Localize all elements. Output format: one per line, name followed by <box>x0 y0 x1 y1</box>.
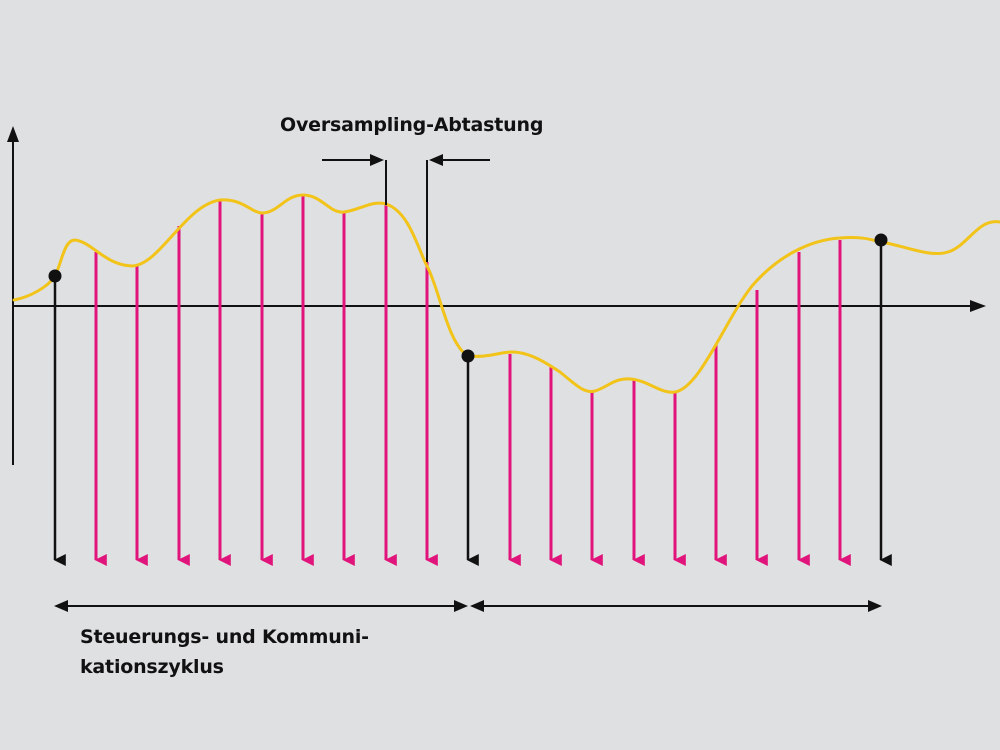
arrow-left-icon <box>54 600 68 612</box>
cycle-sample-arrows <box>53 240 892 566</box>
sample-point-dot-icon <box>874 233 888 247</box>
arrow-right-icon <box>868 600 882 612</box>
sample-point-dot-icon <box>461 349 475 363</box>
cycle-label: Steuerungs- und Kommuni- kationszyklus <box>80 622 369 682</box>
oversampling-sample-arrows <box>94 196 851 566</box>
y-axis-arrow-icon <box>7 126 19 142</box>
axes <box>7 126 986 465</box>
arrow-right-icon <box>454 600 468 612</box>
oversampling-label: Oversampling-Abtastung <box>280 114 544 136</box>
cycle-label-line2: kationszyklus <box>80 656 224 678</box>
sample-point-dot-icon <box>48 269 62 283</box>
cycle-span-arrows <box>54 600 882 612</box>
arrow-right-icon <box>370 154 384 166</box>
signal-curve <box>12 193 1000 394</box>
arrow-left-icon <box>429 154 443 166</box>
cycle-label-line1: Steuerungs- und Kommuni- <box>80 626 369 648</box>
sample-points <box>48 233 888 363</box>
oversampling-interval-indicator <box>322 154 490 262</box>
arrow-left-icon <box>470 600 484 612</box>
x-axis-arrow-icon <box>970 300 986 312</box>
